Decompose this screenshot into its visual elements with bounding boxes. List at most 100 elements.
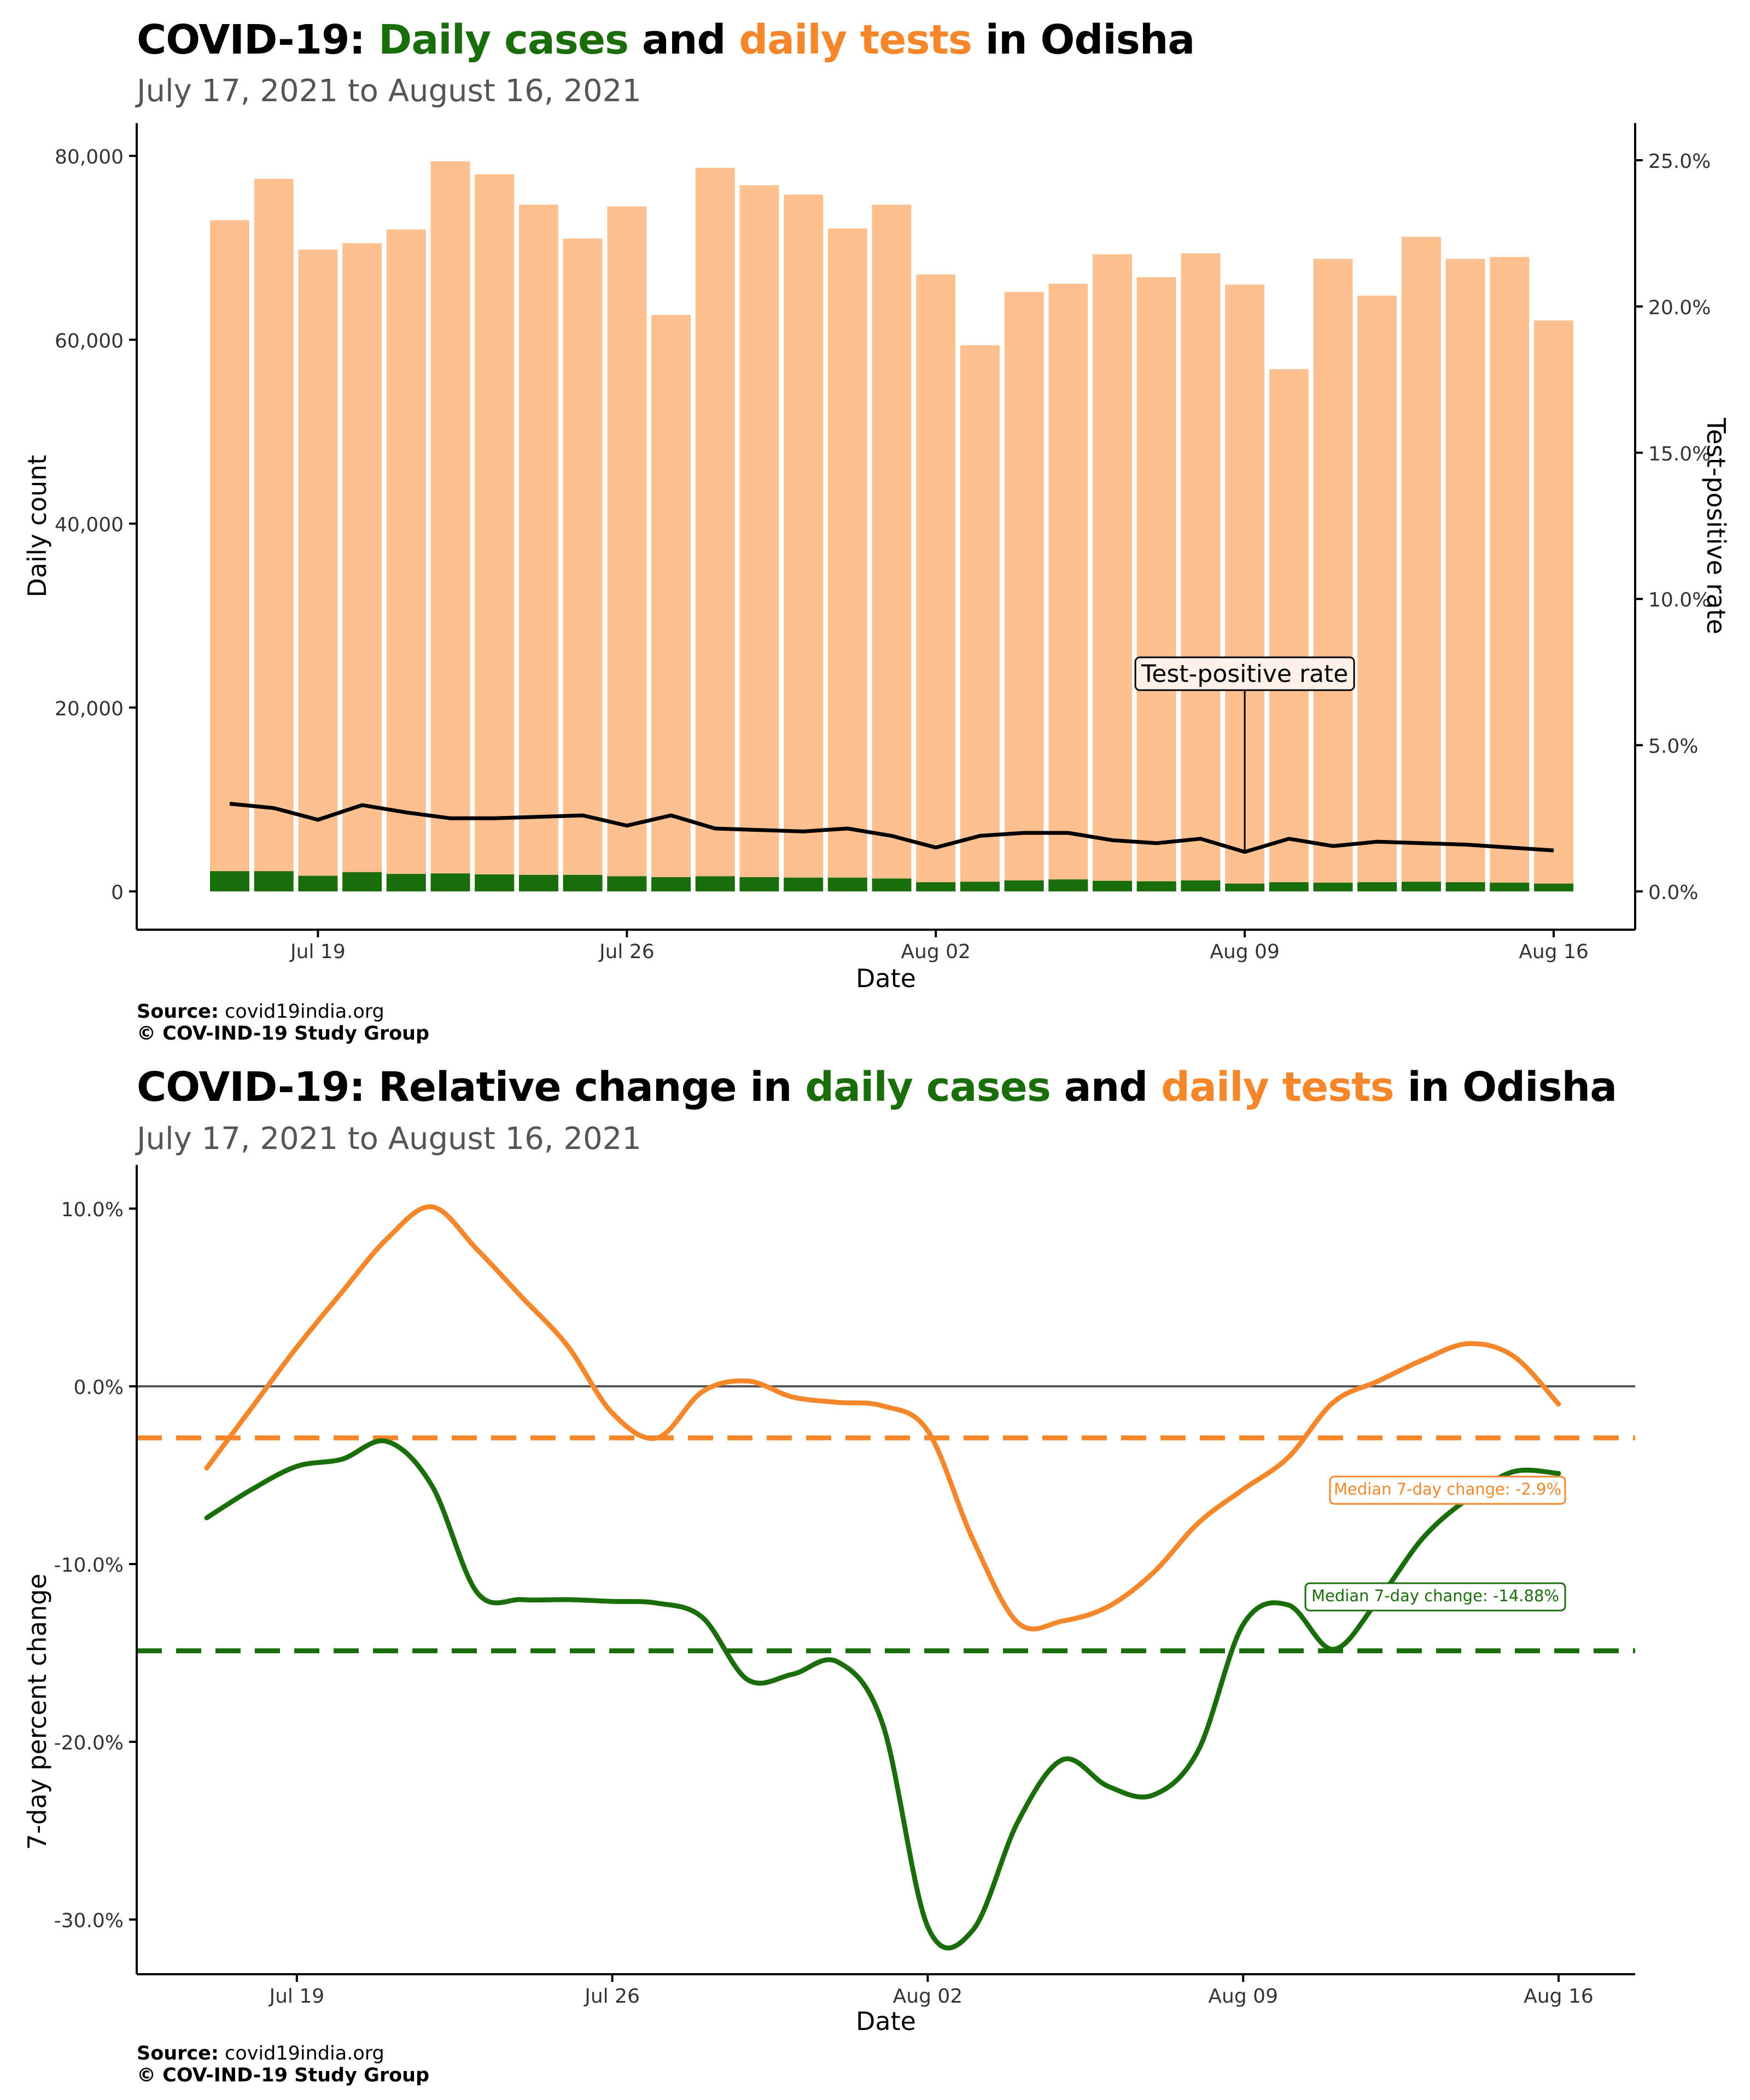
chart1-annotation-box [1134, 656, 1355, 691]
cases-bar [1093, 880, 1132, 891]
cases-bar [1181, 880, 1221, 891]
cases-bar [298, 876, 338, 891]
x-tick-label: Jul 19 [289, 941, 346, 963]
tests-bar [210, 220, 249, 891]
cases-bar [518, 874, 558, 891]
chart1-copyright: © COV-IND-19 Study Group [137, 1023, 430, 1045]
cases-bar [960, 882, 1000, 891]
chart1-tests-bars [210, 161, 1573, 892]
chart1-x-ticks: Jul 19 Jul 26 Aug 02 Aug 09 Aug 16 [289, 930, 1589, 963]
chart1-title-prefix: COVID-19: [137, 16, 378, 63]
chart1-y-right-label: Test-positive rate [1701, 417, 1731, 634]
chart2-title-mid: and [1050, 1064, 1162, 1111]
cases-bar [1534, 883, 1573, 891]
cases-bar [1445, 882, 1485, 891]
tests-bar [342, 243, 382, 891]
y-tick-label: -10.0% [54, 1554, 124, 1577]
cases-bar [1357, 882, 1397, 891]
cases-bar [607, 876, 647, 891]
tests-bar [1490, 256, 1530, 891]
chart2-tests-line [204, 1204, 1561, 1632]
chart2-title: COVID-19: Relative change in daily cases… [137, 1064, 1617, 1111]
tests-bar [1093, 254, 1132, 891]
x-tick-label: Jul 26 [584, 1985, 640, 2008]
y-tick-label: 40,000 [55, 514, 124, 536]
y-right-tick-label: 15.0% [1648, 443, 1711, 465]
tests-bar [916, 274, 956, 892]
chart2-y-label: 7-day percent change [22, 1573, 52, 1850]
tests-bar [475, 174, 515, 891]
median-label-box [1329, 1475, 1566, 1505]
chart2-plot: Median 7-day change: -2.9% Median 7-day c… [22, 1165, 1635, 2036]
tests-bar [739, 185, 779, 891]
tests-bar [518, 205, 558, 892]
tests-bar [1357, 295, 1397, 891]
y-right-tick-label: 0.0% [1648, 882, 1698, 904]
chart1-title: COVID-19: Daily cases and daily tests in… [137, 16, 1195, 63]
cases-bar [872, 878, 912, 891]
y-right-tick-label: 10.0% [1648, 589, 1711, 611]
chart1-source: Source: covid19india.org © COV-IND-19 St… [137, 1001, 429, 1045]
x-tick-label: Aug 09 [1208, 1985, 1278, 2008]
tests-bar [607, 206, 647, 891]
cases-bar [695, 876, 735, 891]
chart1-plot: Test-positive rate 0 20,000 40,000 60,000 80… [22, 123, 1731, 993]
chart2-cases-line [204, 1438, 1561, 1951]
tests-bar [1181, 253, 1221, 891]
median-label-text: Median 7-day change: -2.9% [1334, 1480, 1561, 1498]
tests-bar [695, 167, 735, 892]
cases-bar [1136, 881, 1176, 891]
cases-bar [254, 871, 294, 891]
y-right-tick-label: 25.0% [1648, 150, 1711, 173]
chart2-reference-lines [137, 1435, 1635, 1654]
cases-bar [827, 877, 867, 891]
cases-bar [1048, 879, 1088, 891]
chart2-title-suffix: in Odisha [1393, 1064, 1617, 1111]
cases-bar [1225, 883, 1265, 891]
x-tick-label: Aug 16 [1519, 941, 1589, 963]
cases-bar [1490, 883, 1530, 891]
x-tick-label: Aug 02 [901, 941, 971, 963]
chart2-reference-labels: Median 7-day change: -2.9% Median 7-day c… [1304, 1475, 1566, 1612]
tests-bar [1534, 320, 1573, 891]
y-tick-label: 80,000 [55, 146, 124, 168]
x-tick-label: Aug 09 [1210, 941, 1280, 963]
median-label-text: Median 7-day change: -14.88% [1311, 1586, 1559, 1605]
chart2-y-ticks: -30.0% -20.0% -10.0% 0.0% 10.0% [54, 1199, 137, 1932]
cases-bar [1401, 882, 1441, 891]
chart1-x-label: Date [856, 964, 916, 993]
y-tick-label: 10.0% [61, 1199, 124, 1221]
chart2-x-ticks: Jul 19 Jul 26 Aug 02 Aug 09 Aug 16 [268, 1974, 1594, 2008]
chart1-test-positive-rate-line [229, 802, 1554, 854]
cases-bar [1269, 882, 1309, 891]
median-label-box [1304, 1582, 1566, 1612]
chart1-subtitle: July 17, 2021 to August 16, 2021 [137, 73, 641, 109]
tests-bar [651, 314, 691, 892]
cases-bar [210, 871, 249, 891]
chart2-source-label: Source: [137, 2043, 219, 2064]
x-tick-label: Aug 02 [893, 1985, 963, 2008]
tests-bar [872, 205, 912, 892]
cases-bar [739, 877, 779, 891]
cases-bar [342, 872, 382, 891]
chart2-copyright: © COV-IND-19 Study Group [137, 2064, 430, 2086]
cases-bar [651, 877, 691, 891]
tests-bar [1004, 291, 1044, 892]
tests-bar [386, 229, 426, 891]
chart1-source-value: covid19india.org [218, 1001, 384, 1023]
tests-bar [1136, 277, 1176, 891]
chart1-y-label: Daily count [22, 455, 52, 598]
chart2-title-prefix: COVID-19: Relative change in [137, 1064, 806, 1111]
y-tick-label: 60,000 [55, 330, 124, 352]
tests-bar [1313, 259, 1353, 891]
chart2-x-label: Date [856, 2006, 916, 2036]
x-tick-label: Jul 26 [598, 941, 655, 963]
y-tick-label: -30.0% [54, 1910, 124, 1932]
cases-bar [386, 874, 426, 891]
chart1-y-ticks: 0 20,000 40,000 60,000 80,000 [55, 146, 137, 904]
y-right-tick-label: 5.0% [1648, 736, 1698, 758]
chart1-source-label: Source: [137, 1001, 219, 1023]
cases-bar [1313, 883, 1353, 891]
cases-bar [784, 877, 824, 891]
cases-bar [563, 874, 603, 891]
